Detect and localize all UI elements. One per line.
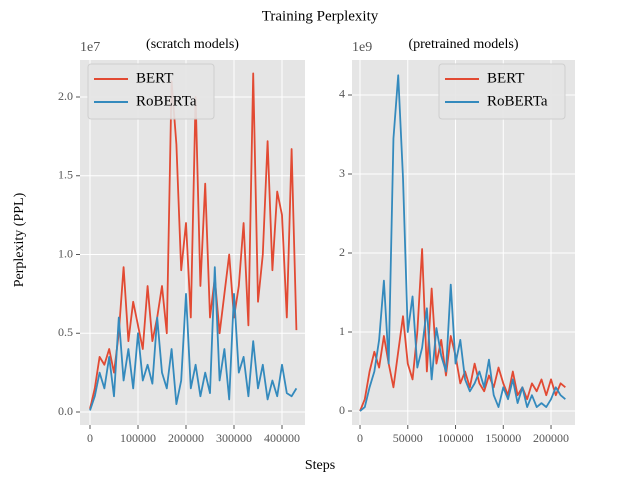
series-line bbox=[89, 266, 298, 411]
x-tick-label: 200000 bbox=[533, 431, 569, 445]
y-tick-label: 0 bbox=[339, 403, 345, 417]
y-tick-label: 2 bbox=[339, 245, 345, 259]
legend: BERT RoBERTa bbox=[87, 63, 215, 120]
x-tick-label: 50000 bbox=[393, 431, 423, 445]
subplot-title: (scratch models) bbox=[146, 37, 239, 52]
y-tick-label: 1.5 bbox=[58, 168, 73, 182]
legend-label: RoBERTa bbox=[487, 93, 548, 109]
legend-box bbox=[87, 63, 215, 120]
subplot-title: (pretrained models) bbox=[408, 37, 518, 52]
series-line bbox=[89, 72, 298, 410]
x-tick-label: 200000 bbox=[168, 431, 204, 445]
y-axis-label: Perplexity (PPL) bbox=[12, 192, 27, 287]
legend-label: BERT bbox=[136, 70, 173, 86]
legend: BERT RoBERTa bbox=[438, 63, 566, 120]
x-tick-label: 300000 bbox=[216, 431, 252, 445]
series-line bbox=[359, 74, 566, 412]
y-tick-label: 2.0 bbox=[58, 89, 73, 103]
x-tick-label: 150000 bbox=[485, 431, 521, 445]
y-tick-label: 1.0 bbox=[58, 246, 73, 260]
y-tick-label: 0.5 bbox=[58, 325, 73, 339]
x-tick-label: 100000 bbox=[120, 431, 156, 445]
x-tick-label: 0 bbox=[357, 431, 363, 445]
offset-label: 1e9 bbox=[352, 40, 372, 55]
offset-label: 1e7 bbox=[80, 40, 100, 55]
x-axis-label: Steps bbox=[305, 458, 335, 473]
legend-box bbox=[438, 63, 566, 120]
legend-label: RoBERTa bbox=[136, 93, 197, 109]
x-tick-label: 100000 bbox=[438, 431, 474, 445]
figure-title: Training Perplexity bbox=[262, 8, 379, 24]
y-tick-label: 0.0 bbox=[58, 404, 73, 418]
y-tick-label: 1 bbox=[339, 324, 345, 338]
x-tick-label: 400000 bbox=[264, 431, 300, 445]
y-tick-label: 4 bbox=[339, 87, 345, 101]
x-tick-label: 0 bbox=[87, 431, 93, 445]
y-tick-label: 3 bbox=[339, 166, 345, 180]
legend-label: BERT bbox=[487, 70, 524, 86]
series-line bbox=[359, 248, 566, 412]
